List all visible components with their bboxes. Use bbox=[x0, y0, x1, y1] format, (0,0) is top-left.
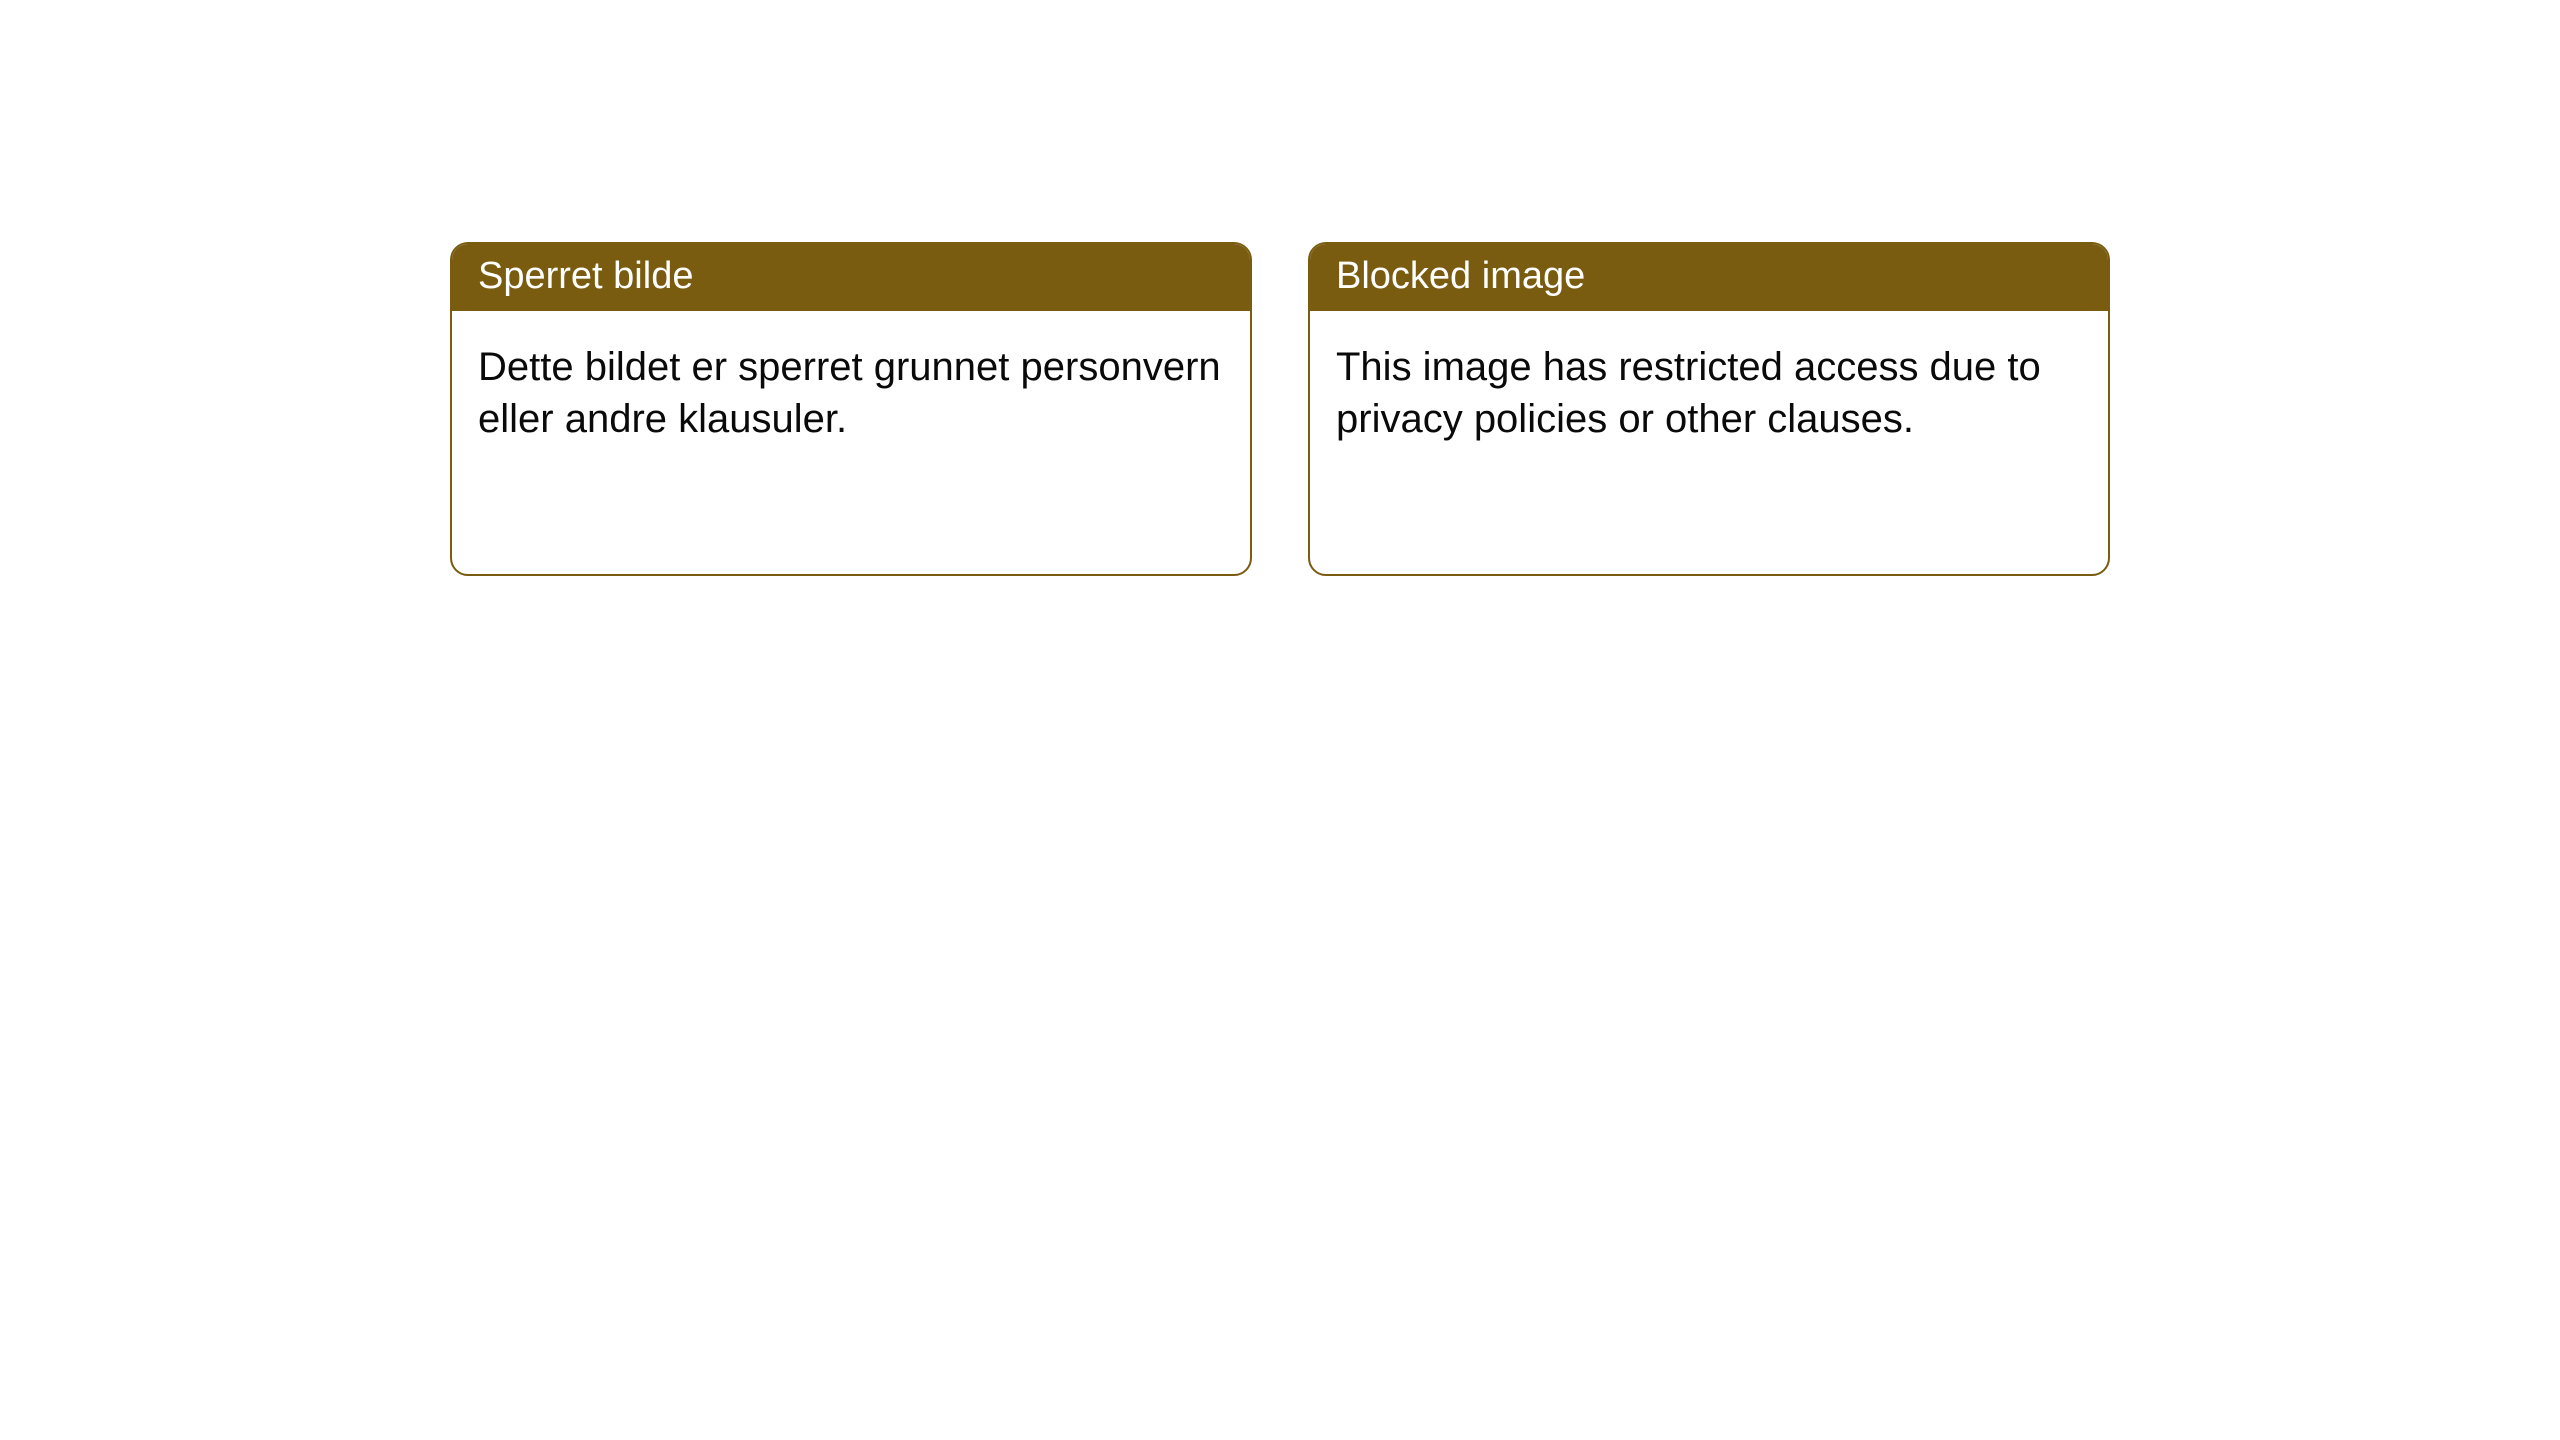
notice-header: Blocked image bbox=[1310, 244, 2108, 311]
notice-body: Dette bildet er sperret grunnet personve… bbox=[452, 311, 1250, 475]
notice-card-norwegian: Sperret bilde Dette bildet er sperret gr… bbox=[450, 242, 1252, 576]
notice-header: Sperret bilde bbox=[452, 244, 1250, 311]
notice-card-english: Blocked image This image has restricted … bbox=[1308, 242, 2110, 576]
notice-container: Sperret bilde Dette bildet er sperret gr… bbox=[0, 0, 2560, 576]
notice-body: This image has restricted access due to … bbox=[1310, 311, 2108, 475]
